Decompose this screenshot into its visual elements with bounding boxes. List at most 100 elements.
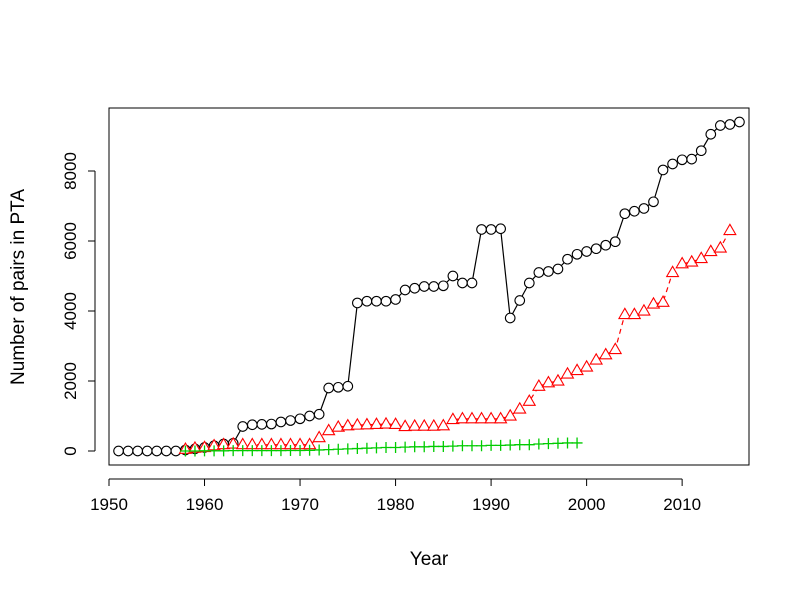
plus-point xyxy=(485,439,497,451)
plus-point xyxy=(332,443,344,455)
y-tick-label: 6000 xyxy=(61,222,80,260)
x-tick-label: 1950 xyxy=(90,495,128,514)
triangle-point xyxy=(503,408,518,421)
circle-point xyxy=(476,224,487,235)
triangle-point xyxy=(656,294,670,307)
circle-point xyxy=(313,408,325,420)
circle-point xyxy=(246,419,258,431)
x-axis-title: Year xyxy=(410,549,449,570)
plus-point xyxy=(390,442,402,453)
plus-point xyxy=(199,445,211,457)
circle-point xyxy=(714,120,726,131)
circle-point xyxy=(533,267,545,278)
circle-point xyxy=(304,410,315,422)
circle-point xyxy=(734,116,745,128)
circle-point xyxy=(275,416,287,428)
y-tick-label: 2000 xyxy=(61,362,80,400)
triangle-point xyxy=(407,418,422,431)
plus-point xyxy=(504,439,516,451)
plus-point xyxy=(466,440,478,452)
series-3 xyxy=(179,437,583,457)
triangle-point xyxy=(398,419,412,432)
triangle-point xyxy=(426,418,441,431)
circle-point xyxy=(151,445,163,457)
triangle-point xyxy=(579,359,594,372)
plus-point xyxy=(399,441,411,453)
triangle-point xyxy=(541,375,556,388)
x-tick-label: 1970 xyxy=(281,495,319,514)
circle-point xyxy=(361,295,373,307)
plus-point xyxy=(562,437,574,449)
plus-point xyxy=(227,445,239,457)
plus-point xyxy=(456,440,468,452)
triangle-point xyxy=(532,378,546,391)
circle-point xyxy=(562,253,573,265)
plus-point xyxy=(246,445,258,457)
triangle-point xyxy=(455,411,470,424)
triangle-point xyxy=(446,412,460,425)
circle-point xyxy=(390,294,401,305)
triangle-point xyxy=(713,240,728,253)
circle-point xyxy=(323,382,335,394)
plus-point xyxy=(361,442,373,454)
plus-point xyxy=(237,445,249,457)
circle-point xyxy=(170,445,182,457)
circle-point xyxy=(504,312,516,324)
plus-point xyxy=(552,437,564,449)
circle-point xyxy=(285,415,296,426)
x-axis: 1950 1960 1970 1980 1990 2000 2010 xyxy=(90,478,701,514)
plus-point xyxy=(495,439,507,451)
triangle-point xyxy=(570,363,584,376)
circle-point xyxy=(648,196,659,208)
plus-point xyxy=(342,443,354,455)
triangle-point xyxy=(665,265,680,278)
plus-point xyxy=(514,439,526,451)
circle-point xyxy=(256,419,268,430)
x-tick-label: 2010 xyxy=(663,495,701,514)
x-tick-label: 1980 xyxy=(377,495,415,514)
circle-point xyxy=(571,248,583,260)
circle-point xyxy=(543,266,554,277)
circle-point xyxy=(160,445,172,457)
circle-point xyxy=(113,445,124,457)
triangle-point xyxy=(646,296,661,309)
plus-point xyxy=(284,444,296,456)
circle-point xyxy=(332,381,344,393)
plus-point xyxy=(275,445,287,457)
triangle-point xyxy=(598,347,613,360)
plus-point xyxy=(380,442,392,453)
triangle-point xyxy=(369,417,384,429)
triangle-point xyxy=(684,254,699,267)
circle-point xyxy=(695,145,707,157)
x-tick-label: 1990 xyxy=(472,495,510,514)
triangle-point xyxy=(608,342,623,355)
plus-point xyxy=(437,440,449,452)
triangle-point xyxy=(312,430,326,443)
plus-point xyxy=(409,441,421,453)
y-tick-label: 8000 xyxy=(61,152,80,190)
plus-point xyxy=(533,438,545,450)
circle-point xyxy=(371,295,382,307)
circle-point xyxy=(514,295,526,306)
triangle-point xyxy=(484,411,498,424)
triangle-point xyxy=(360,417,374,430)
circle-point xyxy=(447,270,459,282)
circle-point xyxy=(237,421,249,432)
circle-point xyxy=(132,445,144,457)
circle-point xyxy=(294,413,306,425)
triangle-point xyxy=(551,373,565,386)
circle-point xyxy=(590,243,602,255)
triangle-point xyxy=(522,393,537,406)
x-tick-label: 2000 xyxy=(568,495,606,514)
triangle-point xyxy=(474,411,489,424)
circle-point xyxy=(342,380,354,392)
triangle-point xyxy=(617,307,632,320)
triangle-point xyxy=(417,418,432,431)
circle-point xyxy=(638,203,650,214)
plus-point xyxy=(571,437,583,449)
plus-point xyxy=(304,444,316,456)
triangle-point xyxy=(675,256,689,269)
circle-point xyxy=(600,239,612,251)
circle-point xyxy=(380,295,392,307)
